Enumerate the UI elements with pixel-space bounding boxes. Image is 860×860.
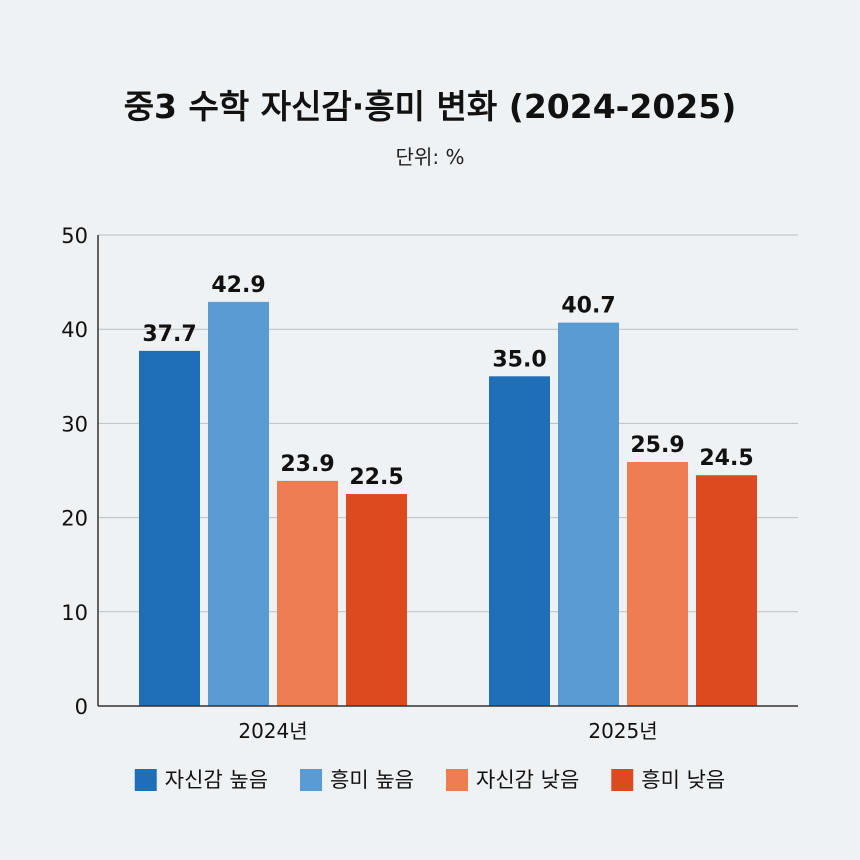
data-label: 35.0 [492, 347, 546, 372]
bar [208, 301, 269, 706]
axes [97, 235, 798, 707]
x-category-label: 2025년 [588, 719, 657, 743]
data-label: 25.9 [630, 433, 684, 458]
bar [346, 494, 407, 706]
data-labels: 37.7 42.9 23.9 22.5 35.0 40.7 25.9 24.5 [142, 273, 753, 490]
chart-subtitle: 단위: % [396, 145, 465, 169]
y-tick-label: 10 [61, 601, 88, 625]
chart-title: 중3 수학 자신감·흥미 변화 (2024-2025) [124, 87, 737, 126]
legend-label: 흥미 높음 [330, 768, 414, 792]
data-label: 22.5 [349, 465, 403, 490]
x-category-label: 2024년 [238, 719, 307, 743]
data-label: 37.7 [142, 322, 196, 347]
y-tick-label: 30 [61, 412, 88, 436]
legend-label: 흥미 낮음 [641, 768, 725, 792]
data-label: 42.9 [211, 273, 265, 298]
legend-label: 자신감 높음 [165, 768, 268, 792]
y-tick-label: 20 [61, 507, 88, 531]
legend-label: 자신감 낮음 [476, 768, 579, 792]
data-label: 40.7 [561, 294, 615, 319]
bar [696, 475, 757, 706]
data-label: 24.5 [699, 446, 753, 471]
bar [558, 322, 619, 706]
x-axis-categories: 2024년 2025년 [238, 719, 657, 743]
bars [139, 301, 757, 706]
bar [277, 480, 338, 706]
y-tick-label: 0 [75, 695, 88, 719]
bar [627, 462, 688, 706]
y-tick-label: 50 [61, 224, 88, 248]
y-axis-ticks: 0 10 20 30 40 50 [61, 224, 88, 719]
grid-lines [98, 234, 798, 613]
bar [489, 376, 550, 706]
legend: 자신감 높음 흥미 높음 자신감 낮음 흥미 낮음 [134, 768, 725, 792]
legend-swatch [611, 769, 634, 791]
data-label: 23.9 [280, 452, 334, 477]
legend-swatch [300, 769, 323, 791]
legend-swatch [134, 769, 157, 791]
y-tick-label: 40 [61, 318, 88, 342]
bar [139, 350, 200, 706]
legend-swatch [446, 769, 468, 791]
